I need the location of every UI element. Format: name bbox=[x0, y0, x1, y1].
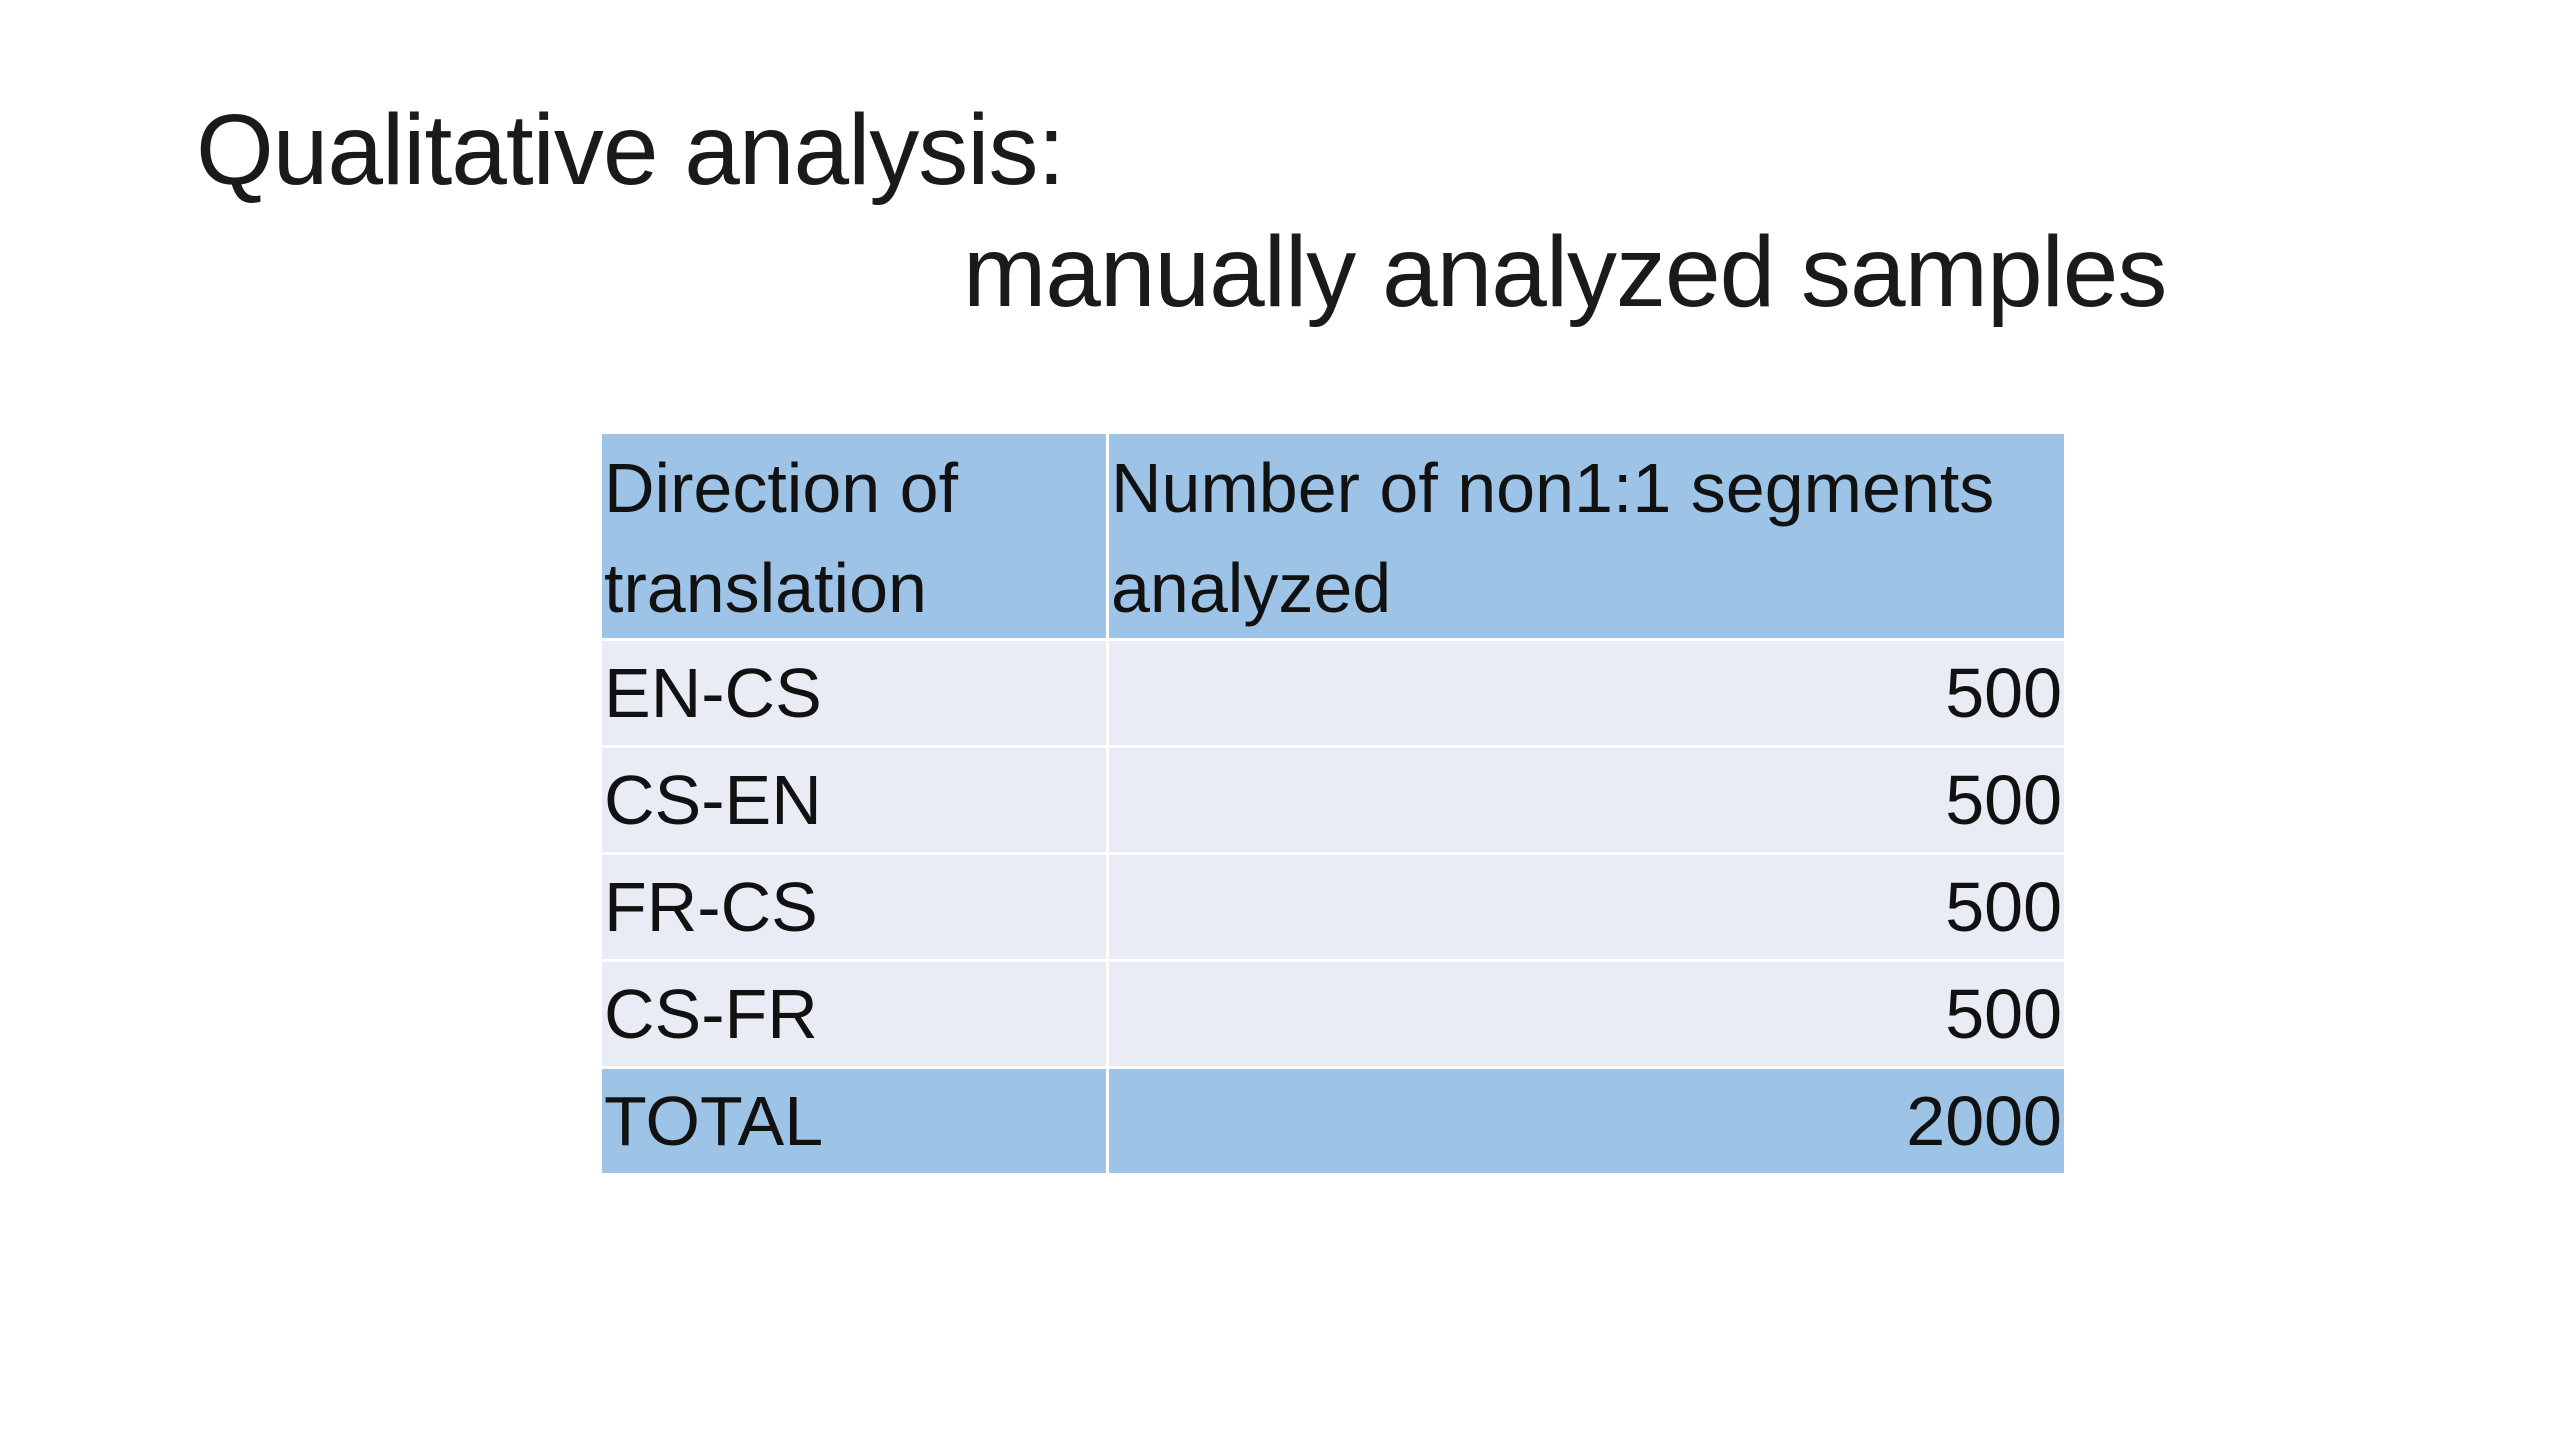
table-cell: CS-EN bbox=[599, 745, 1109, 855]
table-cell: EN-CS bbox=[599, 638, 1109, 748]
table-cell: FR-CS bbox=[599, 852, 1109, 962]
table-cell: 500 bbox=[1106, 852, 2067, 962]
table-cell: TOTAL bbox=[599, 1066, 1109, 1176]
title-line: manually analyzed samples bbox=[963, 216, 2167, 328]
table-cell: 500 bbox=[1106, 638, 2067, 748]
title-line: Qualitative analysis: bbox=[196, 94, 1065, 206]
table-cell: 2000 bbox=[1106, 1066, 2067, 1176]
table-row: Direction of translation Number of non1:1… bbox=[599, 431, 2067, 641]
table-cell: Direction of translation bbox=[599, 431, 1109, 641]
table-cell: Number of non1:1 segments analyzed bbox=[1106, 431, 2067, 641]
table-row: FR-CS 500 bbox=[599, 852, 2067, 962]
table-row: CS-FR 500 bbox=[599, 959, 2067, 1069]
table-cell: 500 bbox=[1106, 745, 2067, 855]
table-body: Direction of translation Number of non1:1… bbox=[599, 431, 2067, 1176]
table-row: CS-EN 500 bbox=[599, 745, 2067, 855]
table: Direction of translation Number of non1:1… bbox=[599, 431, 2067, 1176]
table-row: EN-CS 500 bbox=[599, 638, 2067, 748]
table-cell: 500 bbox=[1106, 959, 2067, 1069]
table-row: TOTAL 2000 bbox=[599, 1066, 2067, 1176]
table-cell: CS-FR bbox=[599, 959, 1109, 1069]
